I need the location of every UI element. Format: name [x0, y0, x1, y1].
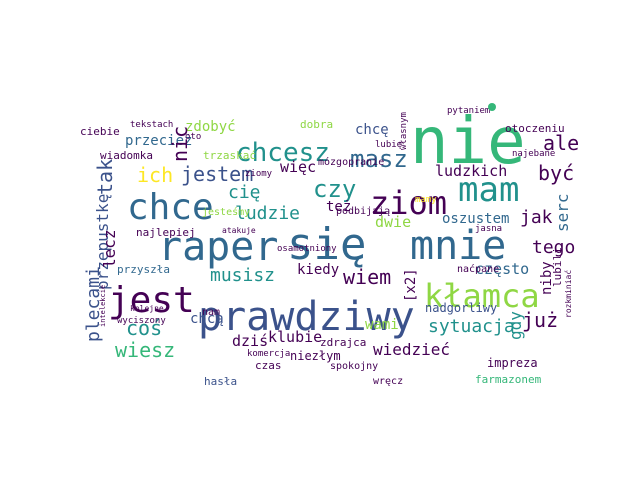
word-wiadomka: wiadomka	[100, 149, 153, 162]
word-impreza: impreza	[487, 356, 538, 370]
word-serc: serc	[553, 193, 572, 232]
word-pytaniem: pytaniem	[447, 106, 491, 116]
word-jest: jest	[108, 280, 195, 321]
word-ich: ich	[137, 163, 174, 187]
word-ziomy: ziomy	[245, 169, 273, 179]
word-x2: [x2]	[403, 268, 419, 302]
word-dzis: dziś	[232, 332, 269, 350]
word-czas: czas	[255, 359, 282, 372]
word-klubie: klubie	[268, 328, 323, 346]
word-przeciez: przecież	[125, 133, 193, 149]
word-niezlym: niezłym	[290, 349, 341, 363]
word-kiedy: kiedy	[297, 262, 340, 278]
word-najlepiej: najlepiej	[136, 226, 196, 239]
word-sytuacja: sytuacja	[428, 316, 515, 337]
word-wiec: więc	[280, 158, 317, 176]
word-mnie: mnie	[410, 223, 507, 269]
word-chca: chcą	[190, 311, 224, 327]
word-oto: oto	[185, 132, 202, 142]
word-cos: coś	[126, 316, 163, 340]
word-ludzkich: ludzkich	[435, 162, 508, 180]
word-atakuje: atakuje	[222, 226, 256, 235]
word-dobra: dobra	[300, 118, 334, 131]
word-mam: mam	[458, 170, 520, 210]
word-juz: już	[522, 308, 559, 332]
word-ziom: ziom	[370, 184, 448, 222]
word-najebane: najebane	[512, 149, 556, 159]
word-jestesmy: jesteśmy	[202, 207, 251, 218]
word-chce: chce	[127, 187, 214, 228]
word-ludzie: ludzie	[235, 203, 301, 224]
word-nacpane: naćpane	[457, 264, 500, 275]
word-czesto: często	[475, 260, 530, 278]
word-komercja: komercja	[247, 349, 291, 359]
word-zdrajca: zdrajca	[320, 336, 367, 349]
word-tez: też	[326, 199, 352, 215]
word-oszustem: oszustem	[442, 211, 510, 227]
word-chcesz: chcesz	[236, 138, 330, 168]
word-wiem: wiem	[343, 265, 392, 289]
word-tak: tak	[93, 158, 117, 195]
word-rozkminiac: rozkminiać	[564, 269, 573, 318]
word-przyszla: przyszła	[117, 263, 170, 276]
word-lubili: lubili	[551, 247, 564, 287]
word-chce2: chcę	[355, 122, 389, 138]
word-gdy: gdy	[506, 311, 525, 340]
dot-marker	[488, 103, 496, 111]
word-trzaskac: trzaskać	[203, 149, 256, 162]
word-wiedziec: wiedzieć	[373, 340, 451, 359]
word-sie: się	[287, 219, 367, 270]
word-byc: być	[538, 161, 575, 185]
word-wami: wami	[365, 317, 399, 333]
word-nam: nam	[202, 307, 221, 318]
word-lecz: lecz	[100, 229, 119, 268]
word-lubie: lubię	[375, 140, 403, 150]
word-farmazonem: farmazonem	[475, 373, 542, 386]
word-musisz: musisz	[210, 265, 276, 286]
word-mamy: mamy	[415, 195, 437, 205]
word-kolejne: kolejne	[130, 304, 164, 313]
word-masz: masz	[350, 145, 408, 173]
word-nie: nie	[410, 105, 526, 179]
word-prawdziwy: prawdziwy	[198, 294, 415, 340]
word-spokojny: spokojny	[330, 361, 379, 372]
word-jak: jak	[520, 207, 553, 228]
word-otoczeniu: otoczeniu	[505, 122, 565, 135]
word-podbijaja: podbijają	[336, 206, 391, 217]
word-raper: raper	[158, 224, 279, 270]
word-wlasnym: własnym	[399, 112, 409, 150]
word-osamotniony: osamotniony	[277, 244, 337, 254]
word-ciebie: ciebie	[80, 125, 120, 138]
word-dwie: dwie	[375, 213, 412, 231]
word-tekstach: tekstach	[130, 120, 174, 130]
word-jasna: jasna	[475, 224, 503, 234]
word-nadgorliwy: nadgorliwy	[425, 301, 498, 315]
word-mozgopranie: mózgopranie	[318, 157, 385, 168]
word-czy: czy	[313, 175, 357, 203]
word-wyciszony: wyciszony	[117, 316, 166, 326]
word-klamca: kłamca	[424, 277, 540, 315]
word-intelekcie: intelekcie	[99, 284, 107, 327]
word-wiesz: wiesz	[115, 338, 176, 362]
word-hasla: hasła	[204, 375, 238, 388]
word-ale: ale	[543, 131, 580, 155]
word-cie: cię	[228, 182, 261, 203]
word-tego: tego	[532, 237, 576, 258]
word-zdobyc: zdobyć	[185, 119, 236, 135]
word-jestem: jestem	[181, 162, 254, 186]
word-nic: nic	[168, 125, 192, 162]
word-wrecz: wręcz	[373, 376, 404, 387]
